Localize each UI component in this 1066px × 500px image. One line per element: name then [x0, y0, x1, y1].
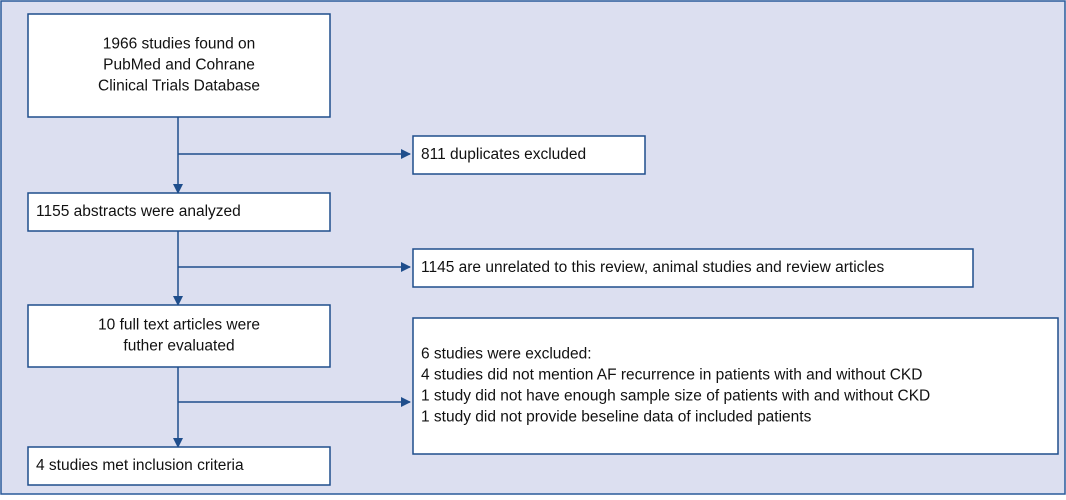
box-text: Clinical Trials Database: [98, 78, 260, 95]
box: [412, 317, 1059, 455]
box-text: 1145 are unrelated to this review, anima…: [421, 259, 884, 276]
box: [27, 192, 331, 232]
box-text: 1155 abstracts were analyzed: [36, 203, 241, 220]
box: [27, 13, 331, 118]
box-text: PubMed and Cohrane: [103, 57, 255, 74]
box-text: 4 studies met inclusion criteria: [36, 457, 244, 474]
box: [27, 446, 331, 486]
box: [27, 304, 331, 368]
box-text: 4 studies did not mention AF recurrence …: [421, 367, 922, 384]
box-text: 10 full text articles were: [98, 317, 260, 334]
box-text: 1 study did not have enough sample size …: [421, 388, 930, 405]
box: [412, 248, 974, 288]
box-text: 1966 studies found on: [103, 36, 256, 53]
box-text: 811 duplicates excluded: [421, 146, 586, 163]
box-text: 1 study did not provide beseline data of…: [421, 409, 812, 426]
connectors: [173, 117, 411, 448]
box: [412, 135, 646, 175]
box-text: futher evaluated: [123, 338, 234, 355]
box-text: 6 studies were excluded:: [421, 346, 592, 363]
